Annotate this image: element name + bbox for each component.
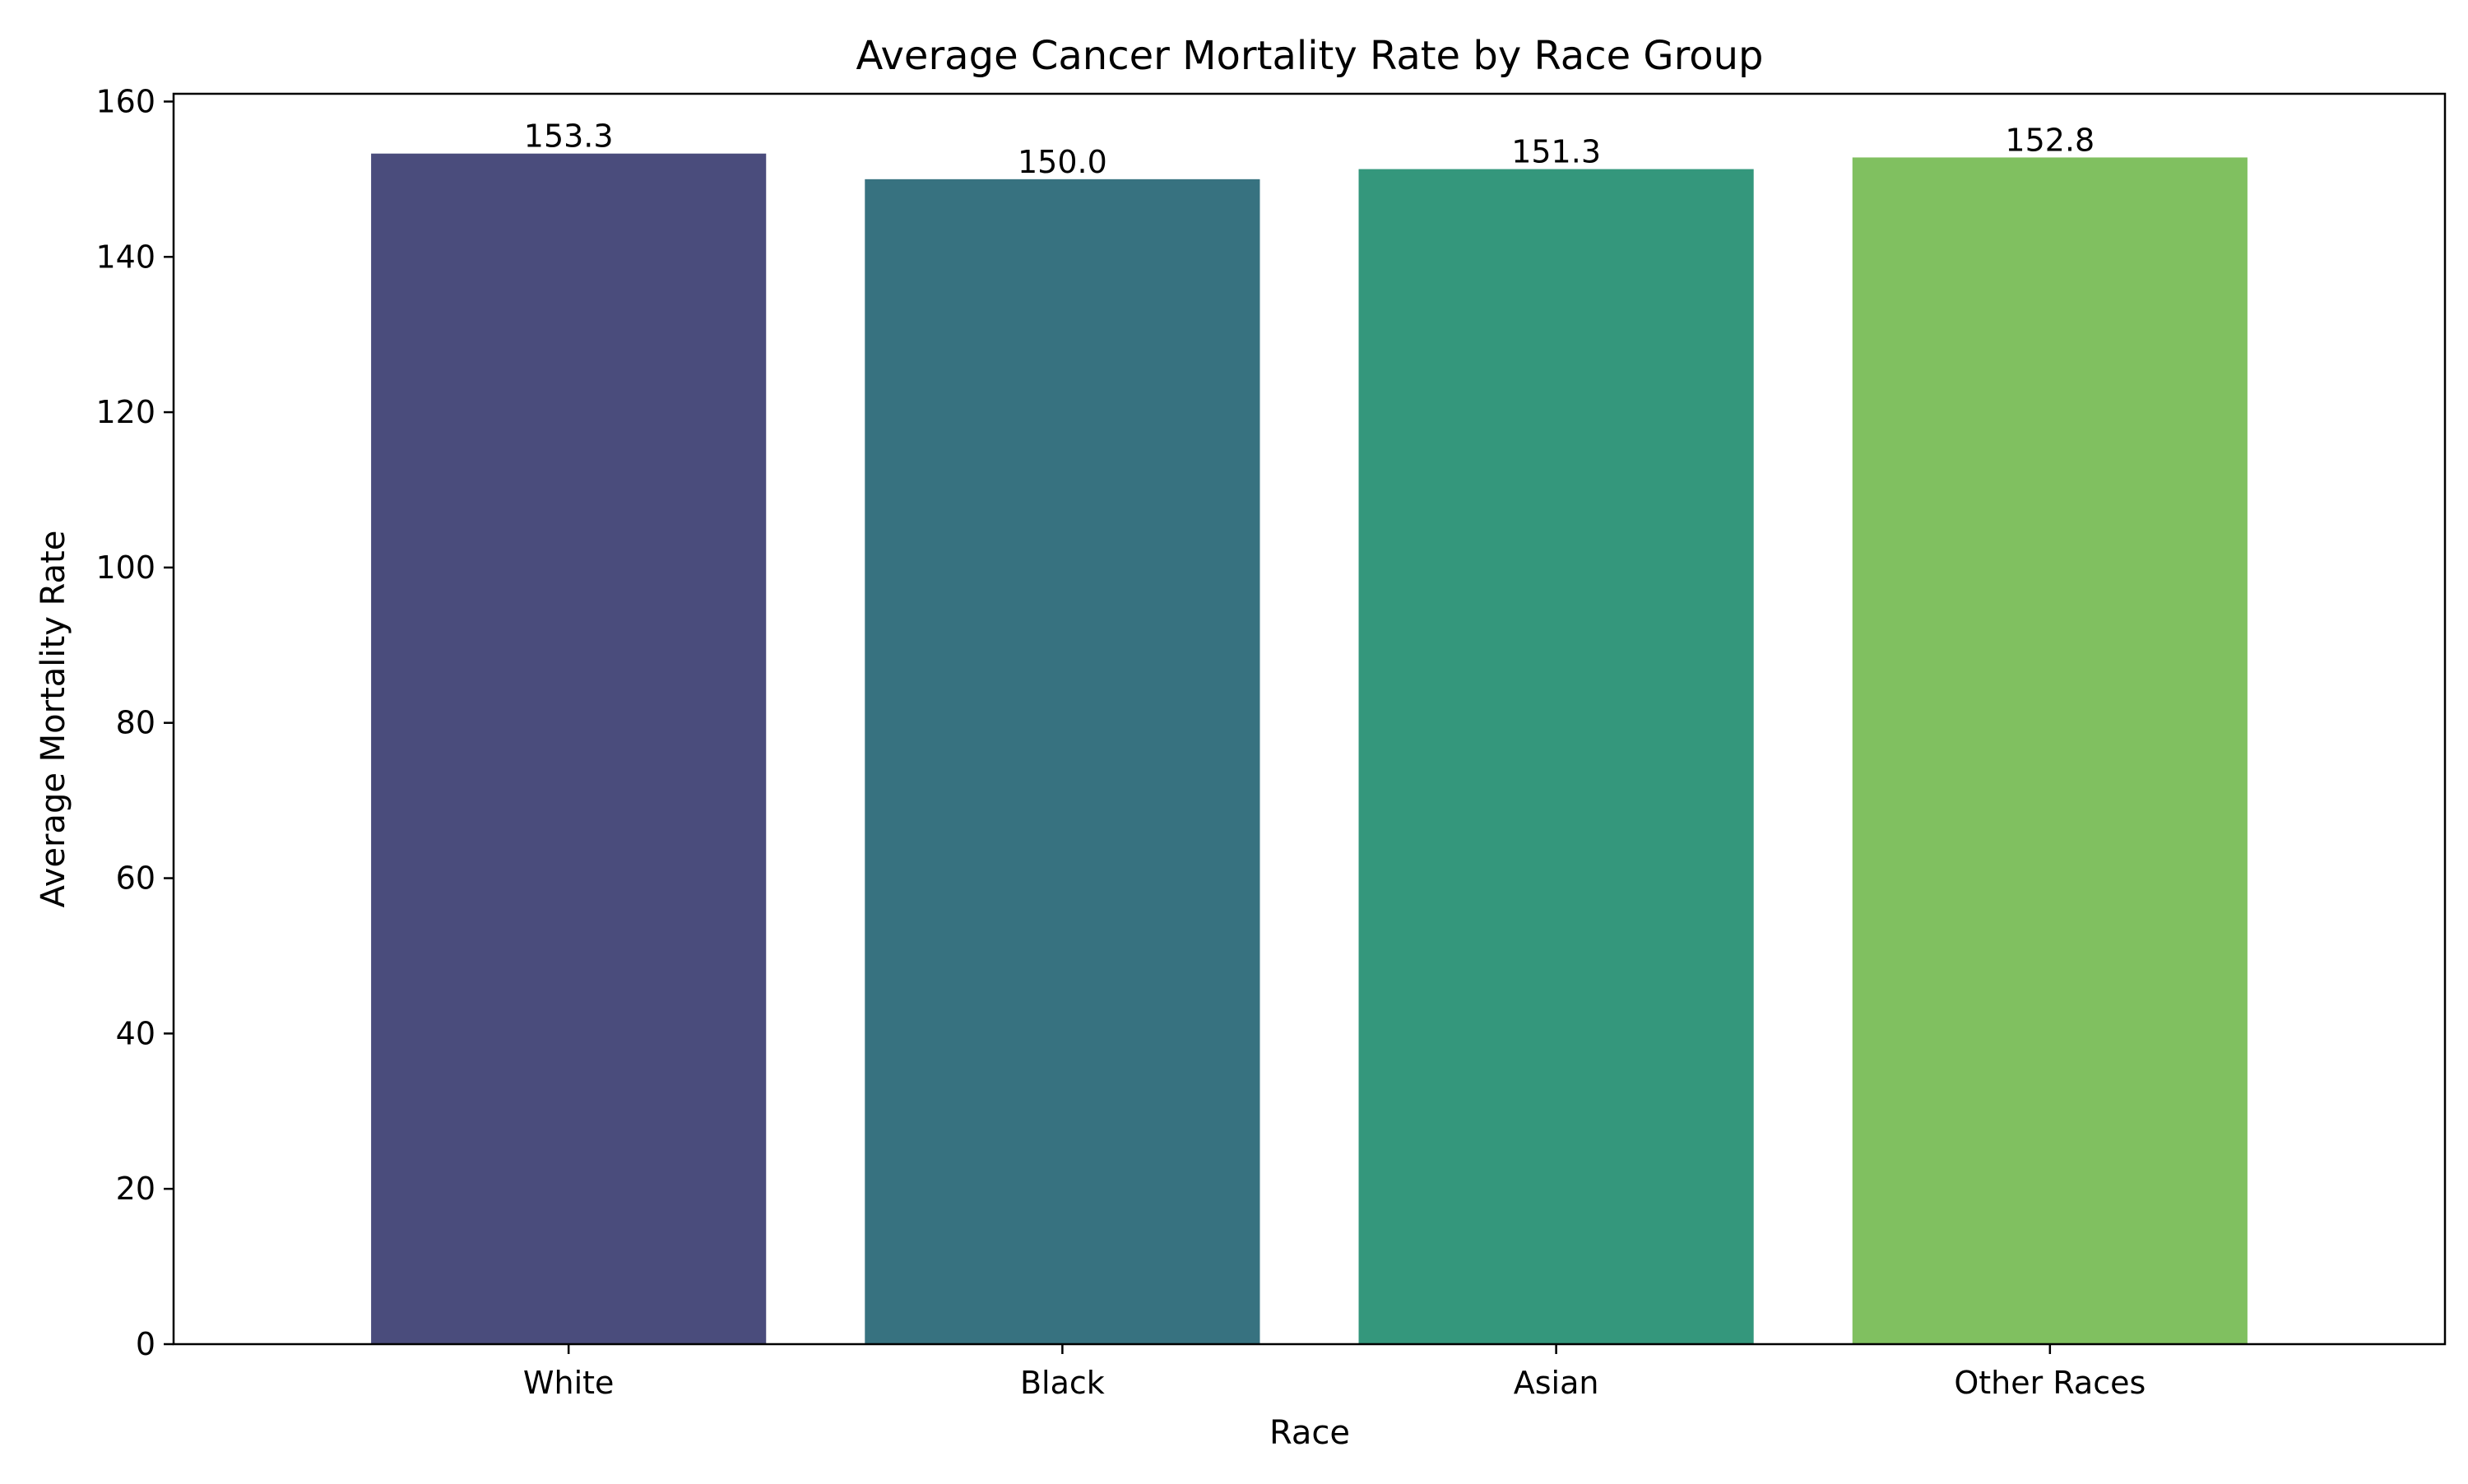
y-axis-title: Average Mortality Rate [35, 531, 72, 908]
plot-frame [172, 92, 2447, 1346]
bar-white [371, 153, 767, 1345]
x-tick-label: Black [1020, 1365, 1105, 1401]
x-axis-title: Race [1269, 1414, 1350, 1452]
x-tick-label: White [523, 1365, 615, 1401]
value-label-asian: 151.3 [1511, 134, 1601, 170]
y-tick-label: 0 [136, 1326, 155, 1362]
y-tick-label: 160 [95, 83, 155, 119]
value-label-black: 150.0 [1018, 144, 1107, 180]
chart-title: Average Cancer Mortality Rate by Race Gr… [856, 33, 1763, 79]
x-tick-label: Asian [1514, 1365, 1599, 1401]
y-tick-label: 60 [116, 860, 155, 897]
bar-asian [1358, 169, 1754, 1345]
y-axis: 0 20 40 60 80 100 120 140 160 [95, 83, 174, 1362]
value-label-other-races: 152.8 [2005, 122, 2095, 158]
x-axis: White Black Asian Other Races [523, 1344, 2146, 1401]
y-tick-label: 20 [116, 1171, 155, 1207]
value-label-white: 153.3 [524, 118, 614, 155]
y-tick-label: 100 [95, 550, 155, 586]
x-tick-label: Other Races [1954, 1365, 2146, 1401]
y-tick-label: 120 [95, 394, 155, 430]
bar-other-races [1852, 157, 2248, 1344]
y-tick-label: 40 [116, 1015, 155, 1051]
bars-layer [371, 153, 2248, 1345]
bar-black [865, 179, 1260, 1345]
y-tick-label: 140 [95, 239, 155, 275]
value-labels-layer: 153.3 150.0 151.3 152.8 [524, 118, 2095, 180]
y-tick-label: 80 [116, 705, 155, 741]
